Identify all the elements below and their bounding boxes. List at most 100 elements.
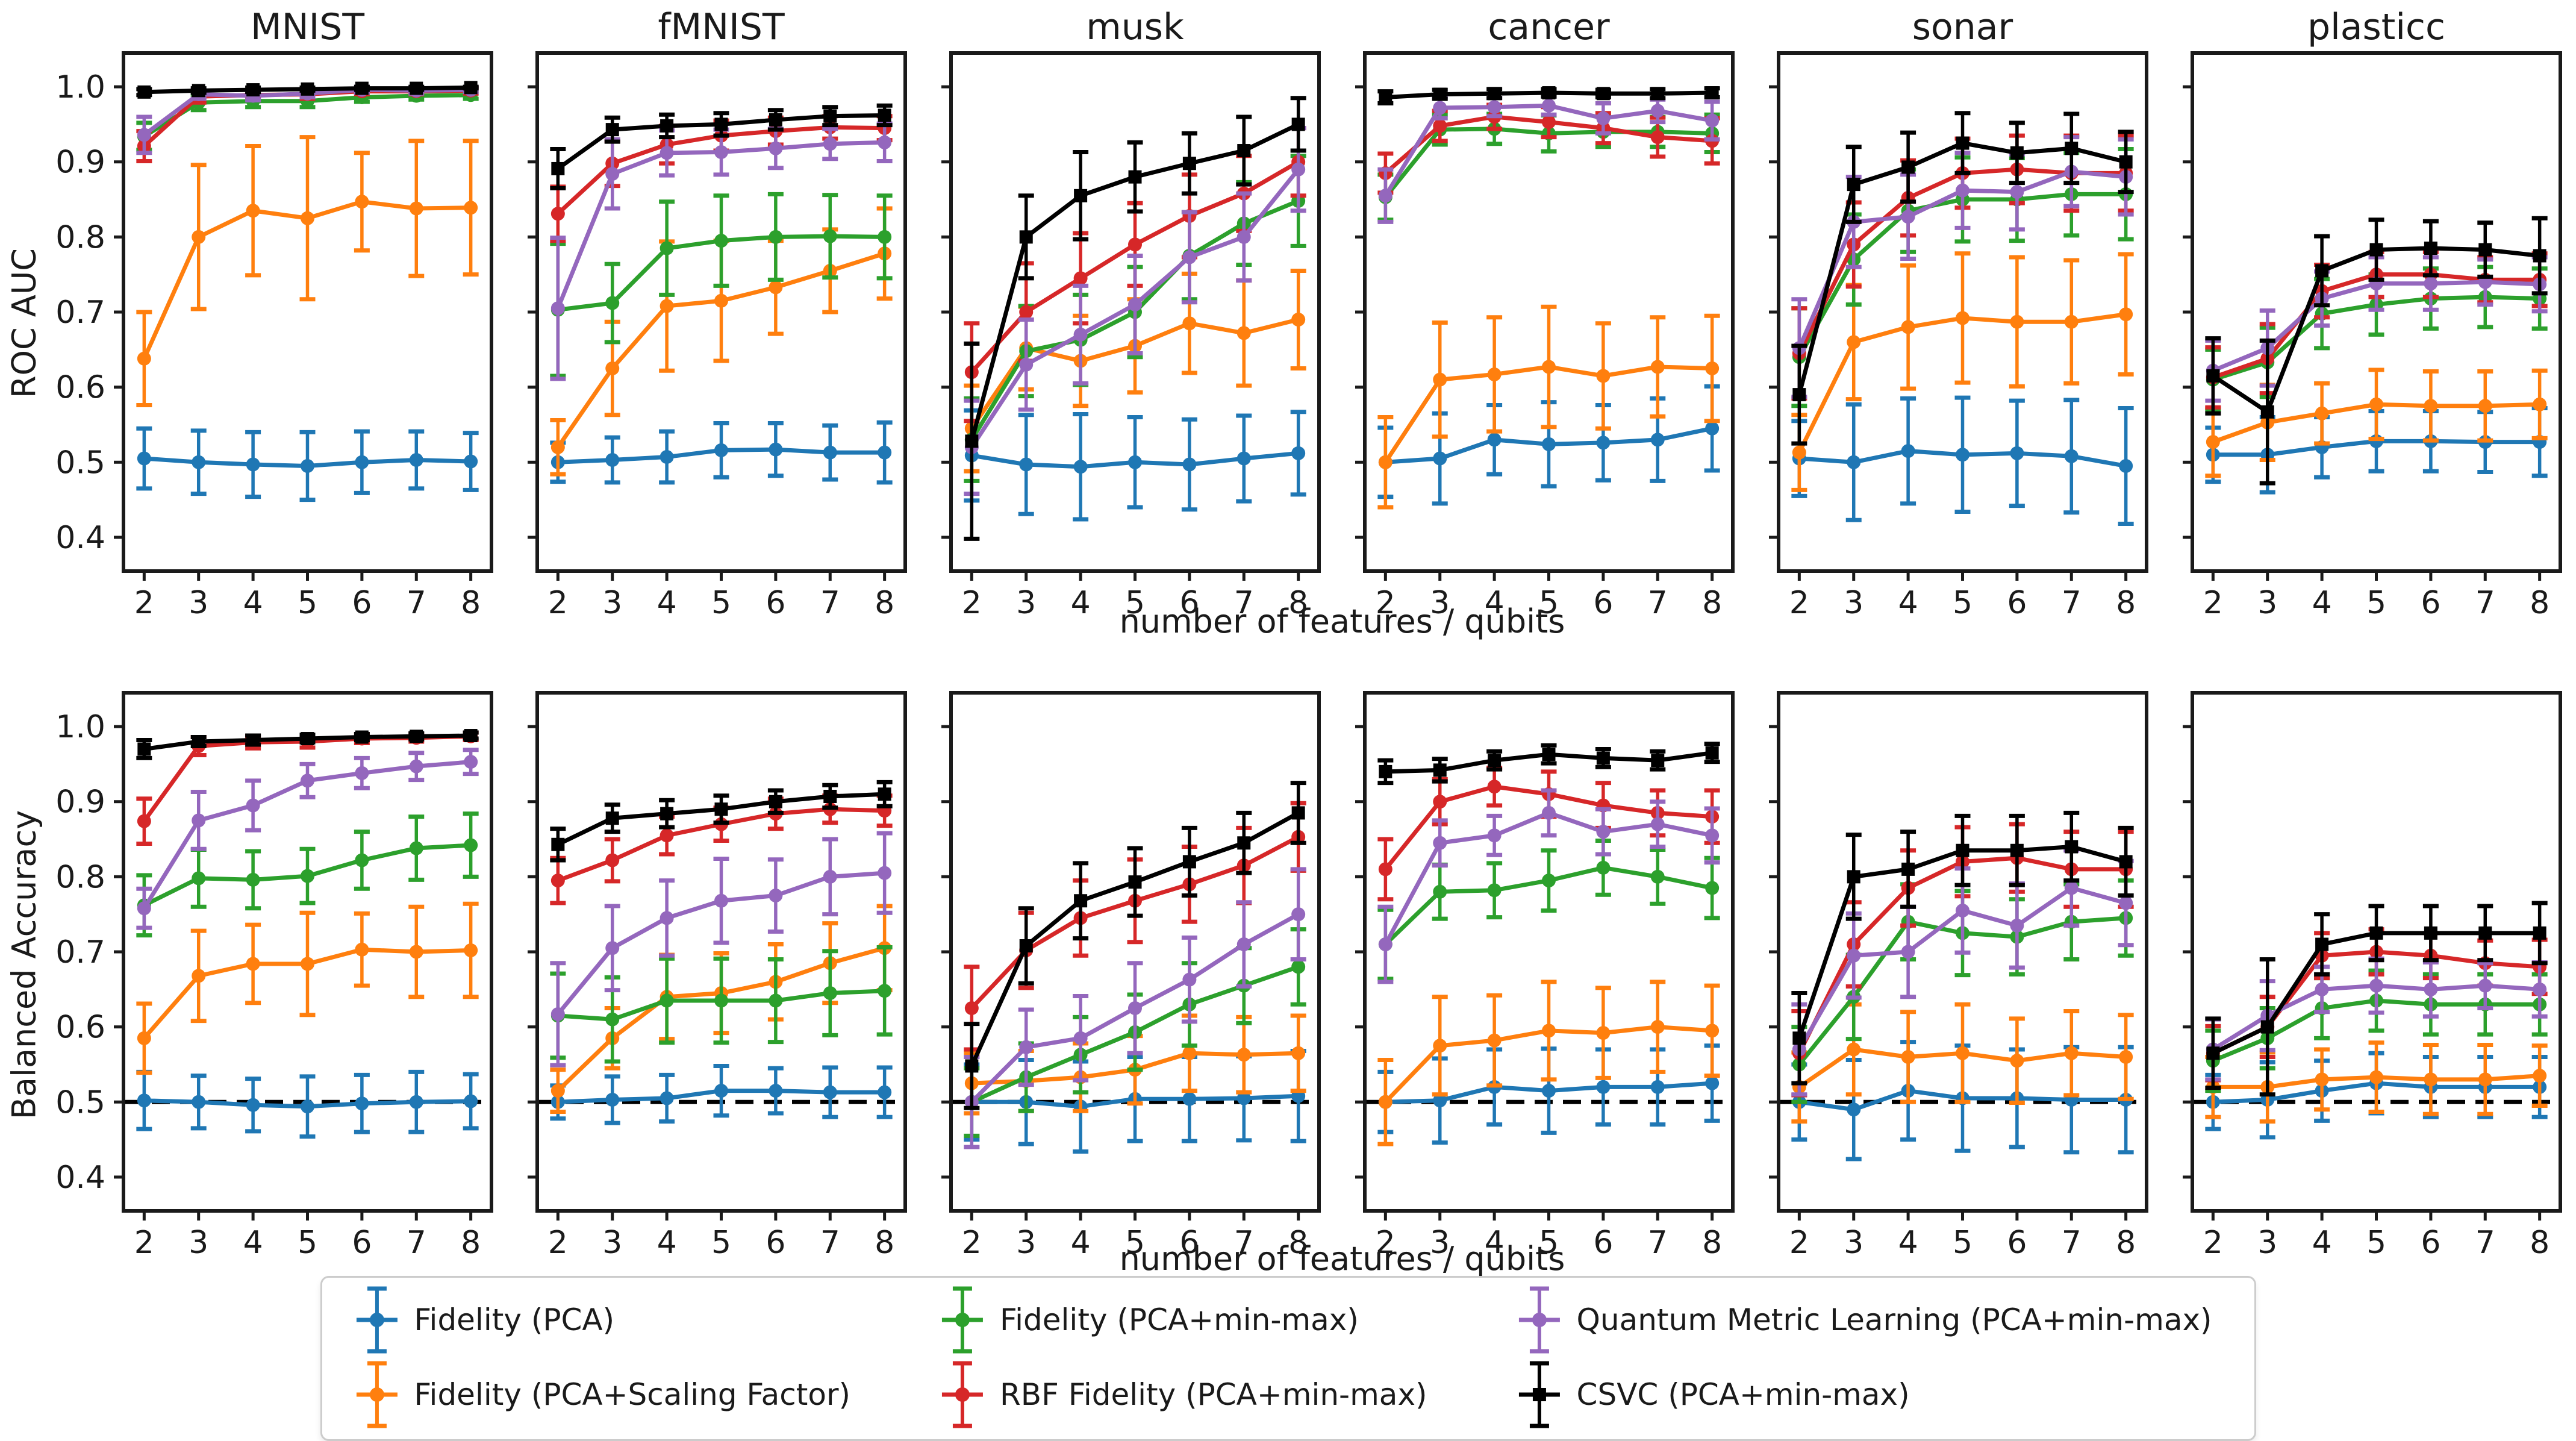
x-tick-label: 7 <box>2062 585 2082 621</box>
x-tick-label: 5 <box>1539 1225 1559 1261</box>
x-tick-label: 2 <box>1376 585 1396 621</box>
x-tick-label: 6 <box>2421 1225 2440 1261</box>
x-tick-label: 8 <box>875 585 894 621</box>
subplot-title: fMNIST <box>658 6 785 48</box>
series-csvc-pca-min-max- <box>550 780 893 863</box>
x-axis-label-top: number of features / qubits <box>1119 602 1565 640</box>
x-tick-label: 4 <box>1898 1225 1918 1261</box>
series-fidelity-pca- <box>136 1069 479 1139</box>
subplot-plasticc-roc-auc: plasticc 2 3 4 5 6 7 8 <box>2183 6 2562 621</box>
series-csvc-pca-min-max- <box>1791 111 2134 446</box>
x-tick-label: 4 <box>1898 585 1918 621</box>
x-tick-label: 3 <box>189 585 208 621</box>
x-tick-label: 8 <box>875 1225 894 1261</box>
subplot-title: MNIST <box>250 6 365 48</box>
y-tick-label: 0.4 <box>55 520 105 556</box>
legend-label: RBF Fidelity (PCA+min-max) <box>1000 1377 1427 1412</box>
x-tick-label: 7 <box>1648 585 1668 621</box>
legend-errorbar-icon <box>942 1286 984 1354</box>
x-tick-label: 6 <box>1179 585 1199 621</box>
x-tick-label: 8 <box>2116 1225 2136 1261</box>
x-tick-label: 4 <box>1485 1225 1505 1261</box>
x-tick-label: 5 <box>711 1225 731 1261</box>
x-tick-label: 2 <box>2203 1225 2223 1261</box>
x-tick-label: 4 <box>657 1225 677 1261</box>
legend-item-fidelity-pca-: Fidelity (PCA) <box>355 1284 850 1356</box>
x-tick-label: 7 <box>1648 1225 1668 1261</box>
legend-item-csvc-pca-min-max-: CSVC (PCA+min-max) <box>1518 1358 2212 1431</box>
subplot-title: cancer <box>1488 6 1610 48</box>
legend-errorbar-icon <box>1518 1361 1560 1428</box>
x-tick-label: 3 <box>2257 1225 2277 1261</box>
y-tick-label: 0.5 <box>55 445 105 481</box>
subplot-cancer-roc-auc: cancer 2 3 4 5 6 7 8 <box>1355 6 1735 621</box>
x-tick-label: 5 <box>711 585 731 621</box>
x-tick-label: 3 <box>602 1225 622 1261</box>
x-tick-label: 5 <box>1125 1225 1145 1261</box>
series-fidelity-pca-min-max- <box>550 945 893 1064</box>
subplot-title <box>537 646 905 693</box>
legend-label: Fidelity (PCA+min-max) <box>1000 1302 1359 1337</box>
series-quantum-metric-learning-pca-min-max- <box>1377 788 1720 984</box>
series-csvc-pca-min-max- <box>964 781 1306 1110</box>
series-fidelity-pca- <box>136 426 479 502</box>
x-tick-label: 3 <box>1016 1225 1036 1261</box>
x-tick-label: 4 <box>2312 585 2332 621</box>
x-tick-label: 6 <box>352 1225 372 1261</box>
x-tick-label: 7 <box>820 1225 840 1261</box>
x-tick-label: 4 <box>1071 1225 1091 1261</box>
x-tick-label: 8 <box>1702 585 1722 621</box>
x-tick-label: 7 <box>1234 585 1254 621</box>
y-tick-label: 0.6 <box>55 1010 105 1046</box>
y-tick-label: 1.0 <box>55 709 105 745</box>
x-tick-label: 4 <box>657 585 677 621</box>
x-tick-label: 8 <box>1288 1225 1308 1261</box>
x-tick-label: 3 <box>602 585 622 621</box>
x-tick-label: 2 <box>1789 585 1809 621</box>
series-csvc-pca-min-max- <box>136 729 479 760</box>
x-axis-label-bottom: number of features / qubits <box>1119 1240 1565 1278</box>
x-tick-label: 4 <box>243 585 263 621</box>
x-tick-label: 7 <box>2475 1225 2495 1261</box>
series-fidelity-pca-scaling-factor- <box>1377 980 1720 1146</box>
legend-label: Quantum Metric Learning (PCA+min-max) <box>1576 1302 2212 1337</box>
x-tick-label: 2 <box>548 585 568 621</box>
series-csvc-pca-min-max- <box>1791 810 2134 1086</box>
x-tick-label: 6 <box>2007 585 2027 621</box>
x-tick-label: 3 <box>1430 1225 1450 1261</box>
series-fidelity-pca- <box>964 408 1306 522</box>
x-tick-label: 4 <box>2312 1225 2332 1261</box>
subplot-plot-area: 1.0 0.9 0.8 0.7 0.6 0.5 0.4 2 3 4 5 6 7 8 <box>55 691 493 1261</box>
x-tick-label: 7 <box>407 585 426 621</box>
y-tick-label: 0.6 <box>55 370 105 406</box>
legend-label: CSVC (PCA+min-max) <box>1576 1377 1910 1412</box>
subplot-title: plasticc <box>2307 6 2445 48</box>
y-tick-label: 0.8 <box>55 859 105 895</box>
y-tick-label: 0.8 <box>55 219 105 255</box>
legend-item-fidelity-pca-scaling-factor-: Fidelity (PCA+Scaling Factor) <box>355 1358 850 1431</box>
x-tick-label: 6 <box>1593 1225 1613 1261</box>
x-tick-label: 6 <box>2007 1225 2027 1261</box>
subplot-mnist-balanced-accuracy: 1.0 0.9 0.8 0.7 0.6 0.5 0.4 2 3 4 5 6 7 8 <box>55 646 493 1261</box>
legend-item-quantum-metric-learning-pca-min-max-: Quantum Metric Learning (PCA+min-max) <box>1518 1284 2212 1356</box>
series-csvc-pca-min-max- <box>2205 901 2548 1097</box>
subplot-title <box>123 646 491 693</box>
x-tick-label: 5 <box>1125 585 1145 621</box>
plot-row-roc-auc: MNIST 1.0 0.9 0.8 0.7 0.6 0.5 0.4 2 3 4 5 6 7 8 fMNIST 2… <box>55 6 2562 621</box>
x-tick-label: 7 <box>407 1225 426 1261</box>
series-quantum-metric-learning-pca-min-max- <box>964 867 1306 1149</box>
x-tick-label: 5 <box>1539 585 1559 621</box>
legend-label: Fidelity (PCA+Scaling Factor) <box>414 1377 851 1412</box>
series-csvc-pca-min-max- <box>550 103 893 190</box>
series-quantum-metric-learning-pca-min-max- <box>964 126 1306 496</box>
x-tick-label: 7 <box>2475 585 2495 621</box>
